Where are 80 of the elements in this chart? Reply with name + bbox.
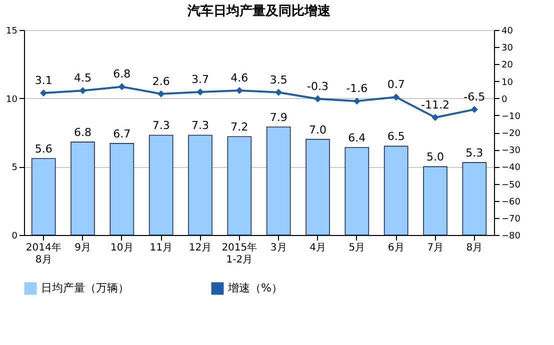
y-tick-label: 0	[12, 232, 18, 242]
point	[79, 87, 86, 94]
data-label: 0.7	[387, 78, 405, 92]
data-label: 6.8	[74, 126, 92, 140]
data-label: 3.5	[270, 73, 288, 86]
chart-title: 汽车日均产量及同比增速	[186, 3, 332, 19]
y-tick-label: 5	[12, 163, 18, 174]
point	[118, 83, 126, 90]
y2-tick-label: 0	[502, 94, 508, 105]
point	[432, 114, 439, 122]
bar	[423, 166, 448, 236]
data-label: 5.0	[426, 150, 444, 164]
y2-tick-label: 20	[502, 60, 514, 71]
y2-tick-label: −20	[502, 129, 521, 139]
bar	[344, 147, 370, 236]
bar	[188, 134, 212, 236]
y2-tick-label: −60	[502, 197, 521, 208]
data-label: 7.9	[270, 111, 288, 124]
data-label: 7.0	[309, 123, 326, 136]
point	[392, 94, 400, 101]
bar	[31, 158, 56, 236]
data-label: 4.6	[230, 71, 248, 84]
data-label: 3.7	[192, 73, 209, 86]
x-tick-label: 7月	[427, 242, 444, 254]
data-label: -1.6	[346, 82, 368, 96]
y2-tick-label: −30	[502, 146, 521, 156]
bar	[148, 134, 174, 236]
y-tick-label: 15	[6, 26, 18, 36]
y2-tick-label: −70	[502, 214, 521, 224]
x-tick-label: 10月	[110, 242, 134, 254]
legend-label: 增速（%）	[227, 282, 282, 295]
bar	[306, 138, 330, 236]
point	[275, 88, 282, 96]
bar	[70, 142, 95, 236]
y2-tick-label: −40	[502, 163, 521, 174]
data-label: 6.8	[113, 68, 131, 81]
y2-tick-label: 10	[502, 78, 514, 88]
x-tick-label: 2015年 1-2月	[222, 242, 258, 266]
bar	[384, 146, 408, 236]
x-tick-label: 11月	[150, 242, 172, 254]
data-label: 7.2	[230, 120, 248, 134]
data-label: -6.5	[464, 90, 486, 104]
point	[314, 95, 322, 102]
point	[353, 98, 360, 105]
data-label: 5.6	[34, 142, 52, 156]
data-label: -11.2	[421, 98, 450, 112]
y-tick-label: 10	[6, 94, 18, 105]
data-label: 6.5	[387, 130, 405, 144]
point	[158, 90, 165, 98]
point	[236, 86, 243, 94]
point	[196, 88, 204, 96]
x-tick-label: 2014年 8月	[26, 242, 62, 266]
y2-tick-label: −50	[502, 180, 521, 190]
data-label: 3.1	[34, 74, 52, 88]
data-label: -0.3	[307, 80, 328, 93]
point	[470, 106, 478, 113]
data-label: 5.3	[466, 146, 484, 160]
x-tick-label: 5月	[348, 242, 366, 254]
x-tick-label: 3月	[270, 242, 287, 254]
x-tick-label: 9月	[74, 242, 91, 254]
bar	[227, 136, 252, 236]
y2-tick-label: 30	[502, 44, 514, 54]
bar	[462, 162, 487, 236]
x-tick-label: 8月	[466, 242, 483, 254]
x-tick-label: 12月	[188, 242, 212, 254]
data-label: 2.6	[152, 74, 170, 88]
bar	[110, 143, 134, 236]
data-label: 7.3	[152, 119, 170, 132]
y2-tick-label: 40	[502, 26, 514, 36]
legend-label: 日均产量（万辆）	[41, 282, 129, 295]
data-label: 4.5	[74, 72, 92, 85]
data-label: 6.7	[113, 127, 131, 140]
point	[40, 90, 48, 97]
y2-tick-label: −10	[502, 112, 521, 122]
bar	[266, 126, 291, 236]
data-label: 7.3	[192, 119, 209, 132]
x-tick-label: 4月	[310, 242, 326, 254]
data-label: 6.4	[348, 132, 366, 145]
x-tick-label: 6月	[388, 242, 404, 254]
y2-tick-label: −80	[502, 232, 521, 242]
